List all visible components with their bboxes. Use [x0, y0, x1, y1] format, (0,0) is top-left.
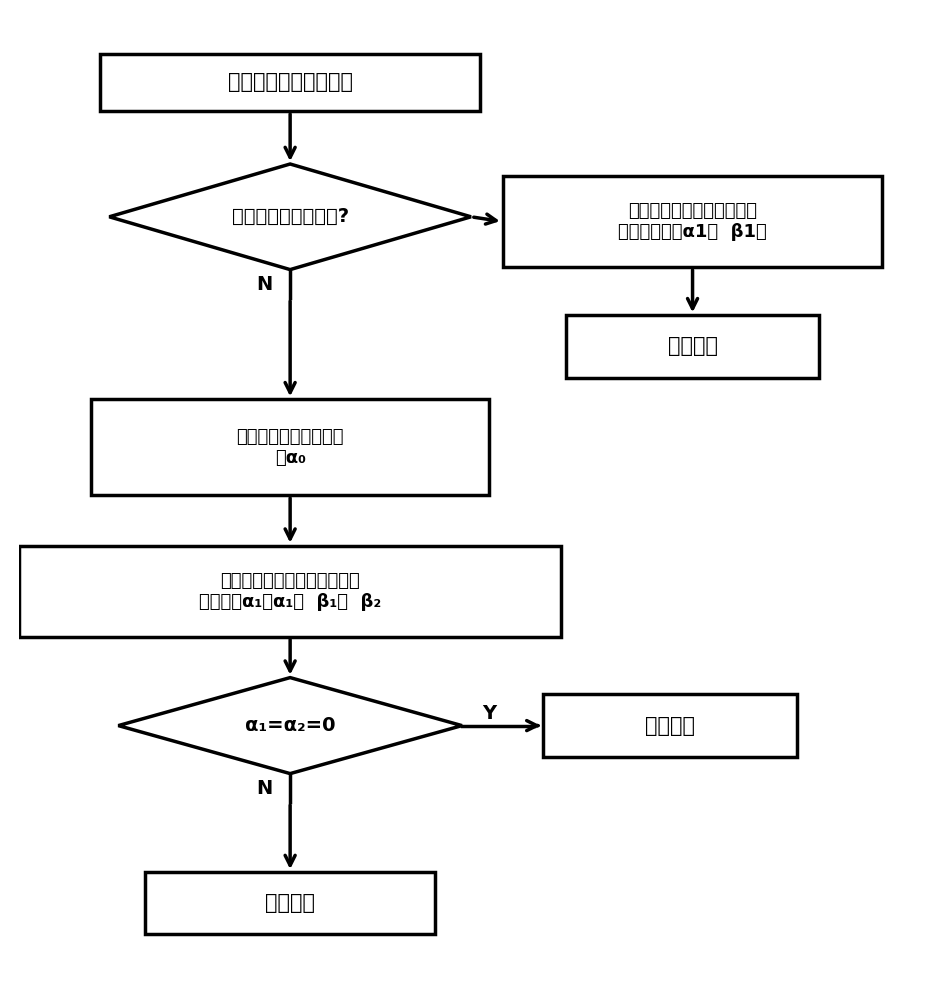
Text: α₁=α₂=0: α₁=α₂=0: [245, 716, 335, 735]
Text: 定位结果: 定位结果: [265, 893, 316, 913]
Text: 标定两台炮的水平对视
角α₀: 标定两台炮的水平对视 角α₀: [236, 428, 344, 467]
FancyBboxPatch shape: [100, 54, 480, 111]
FancyBboxPatch shape: [145, 872, 435, 934]
Text: 两台炮垂心是否一致?: 两台炮垂心是否一致?: [232, 207, 349, 226]
Text: N: N: [256, 779, 273, 798]
Text: 获取每台炮的空间坐标: 获取每台炮的空间坐标: [228, 72, 352, 92]
Text: 定位结果: 定位结果: [645, 716, 695, 736]
Text: N: N: [256, 275, 273, 294]
Text: 两台炮对火源定位成功，反馈
定位角度α₁，α₁，  β₁，  β₂: 两台炮对火源定位成功，反馈 定位角度α₁，α₁， β₁， β₂: [199, 572, 382, 611]
Text: 定位结果: 定位结果: [668, 336, 718, 356]
Text: Y: Y: [482, 704, 496, 723]
FancyBboxPatch shape: [91, 399, 489, 495]
FancyBboxPatch shape: [19, 546, 561, 637]
Polygon shape: [119, 678, 462, 774]
FancyBboxPatch shape: [503, 176, 883, 267]
FancyBboxPatch shape: [566, 315, 820, 378]
Polygon shape: [109, 164, 471, 270]
Text: 两台炮对火源定位成功，反
馈定位角度（α1，  β1）: 两台炮对火源定位成功，反 馈定位角度（α1， β1）: [618, 202, 767, 241]
FancyBboxPatch shape: [544, 694, 797, 757]
